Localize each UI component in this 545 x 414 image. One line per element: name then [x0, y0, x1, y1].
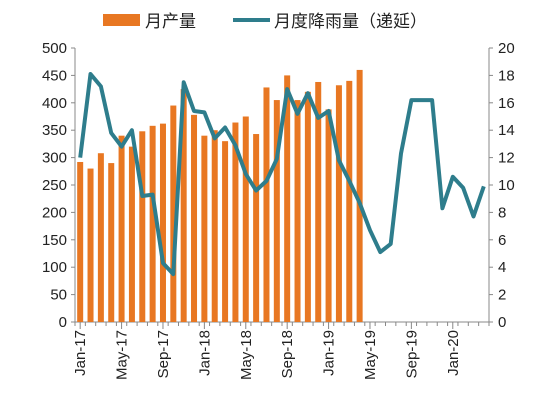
- bar: [159, 123, 166, 323]
- x-tick-label: Jan-17: [72, 330, 89, 376]
- right-tick-label: 4: [498, 259, 506, 276]
- bar: [118, 135, 125, 322]
- bar: [170, 105, 177, 322]
- bar: [284, 75, 291, 323]
- legend-label-bar: 月产量: [145, 12, 196, 32]
- right-tick-label: 12: [498, 150, 515, 167]
- right-tick-label: 20: [498, 40, 515, 57]
- bar: [304, 91, 311, 322]
- right-tick-label: 0: [498, 314, 506, 331]
- left-tick-label: 350: [42, 122, 67, 139]
- bar: [149, 125, 156, 322]
- legend-swatch-bar: [103, 14, 140, 26]
- left-tick-label: 0: [59, 314, 67, 331]
- x-tick-label: May-19: [362, 330, 379, 380]
- left-tick-label: 250: [42, 177, 67, 194]
- bar: [87, 168, 94, 322]
- bar: [201, 135, 208, 322]
- right-tick-label: 8: [498, 204, 506, 221]
- left-tick-label: 450: [42, 67, 67, 84]
- right-tick-label: 14: [498, 122, 515, 139]
- bar: [273, 100, 280, 322]
- left-tick-label: 50: [50, 287, 67, 304]
- x-tick-label: Sep-17: [155, 330, 172, 378]
- x-tick-label: Sep-19: [403, 330, 420, 378]
- right-tick-label: 2: [498, 287, 506, 304]
- bar: [108, 163, 115, 322]
- bar: [315, 81, 322, 322]
- x-tick-label: May-18: [238, 330, 255, 380]
- bar: [335, 85, 342, 322]
- bar: [325, 109, 332, 322]
- left-tick-label: 400: [42, 95, 67, 112]
- right-tick-label: 16: [498, 95, 515, 112]
- bar: [139, 131, 146, 322]
- x-tick-label: Jan-20: [445, 330, 462, 376]
- left-tick-label: 100: [42, 259, 67, 276]
- bar: [253, 134, 260, 322]
- left-tick-label: 150: [42, 232, 67, 249]
- bar: [346, 80, 353, 322]
- left-tick-label: 200: [42, 204, 67, 221]
- x-tick-label: May-17: [114, 330, 131, 380]
- bar: [77, 161, 84, 322]
- bar: [263, 87, 270, 323]
- right-tick-label: 10: [498, 177, 515, 194]
- right-tick-label: 6: [498, 232, 506, 249]
- plot-area: 0 50 100 150 200 250 300 350 400 450 500 0 2 4 6 8 10 12 1…: [42, 40, 515, 380]
- bar: [97, 153, 104, 322]
- left-tick-label: 500: [42, 40, 67, 57]
- bar: [222, 141, 229, 322]
- legend: 月产量 月度降雨量（递延）: [103, 12, 427, 32]
- bar: [242, 116, 249, 322]
- bar: [232, 122, 239, 322]
- bar: [128, 146, 135, 322]
- bar: [180, 89, 187, 322]
- legend-label-line: 月度降雨量（递延）: [274, 12, 427, 32]
- bar: [356, 69, 363, 322]
- x-tick-label: Jan-19: [321, 330, 338, 376]
- bar: [211, 130, 218, 322]
- x-tick-label: Sep-18: [279, 330, 296, 378]
- x-tick-label: Jan-18: [196, 330, 213, 376]
- bar: [191, 114, 198, 322]
- bar: [294, 100, 301, 322]
- line-series: [78, 72, 486, 277]
- left-tick-label: 300: [42, 150, 67, 167]
- right-tick-label: 18: [498, 67, 515, 84]
